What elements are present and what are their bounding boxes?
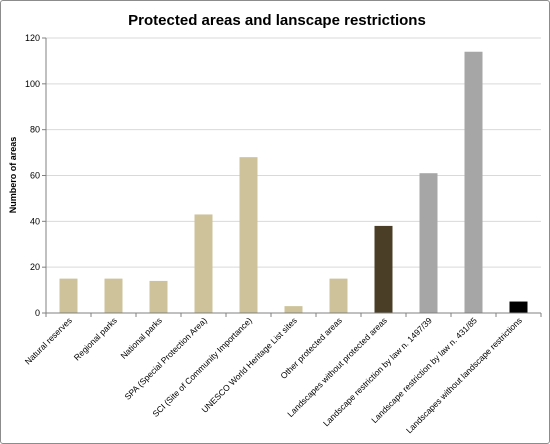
x-tick-label: Natural reserves [23, 315, 74, 366]
bar [509, 301, 528, 313]
y-axis-label: Numbero of areas [8, 137, 18, 214]
bar [194, 214, 213, 313]
bars [59, 51, 528, 313]
y-axis-ticks: 0 20 40 60 80 100 120 [25, 33, 46, 318]
x-tick-label: UNESCO World Heritage List sites [199, 315, 298, 414]
bar [59, 278, 78, 313]
x-tick-label: SPA (Special Protection Area) [122, 315, 209, 402]
y-tick-label: 100 [25, 79, 40, 89]
y-tick-label: 60 [30, 171, 40, 181]
x-tick-label: SCI (Site of Community Importance) [150, 315, 254, 419]
bar [104, 278, 123, 313]
y-tick-label: 40 [30, 216, 40, 226]
bar [419, 173, 438, 313]
y-tick-label: 80 [30, 125, 40, 135]
bar [284, 306, 303, 313]
bar [329, 278, 348, 313]
bar [374, 225, 393, 313]
x-tick-label: Landscapes without protected areas [285, 315, 389, 419]
bar [239, 157, 258, 313]
bar [464, 51, 483, 313]
y-tick-label: 120 [25, 33, 40, 43]
x-tick-label: Regional parks [72, 315, 119, 362]
y-tick-label: 20 [30, 262, 40, 272]
x-tick-label: National parks [118, 315, 163, 360]
axes [45, 38, 542, 317]
y-tick-label: 0 [35, 308, 40, 318]
gridlines [46, 37, 541, 268]
bar [149, 280, 168, 313]
chart-title: Protected areas and lanscape restriction… [128, 12, 426, 29]
